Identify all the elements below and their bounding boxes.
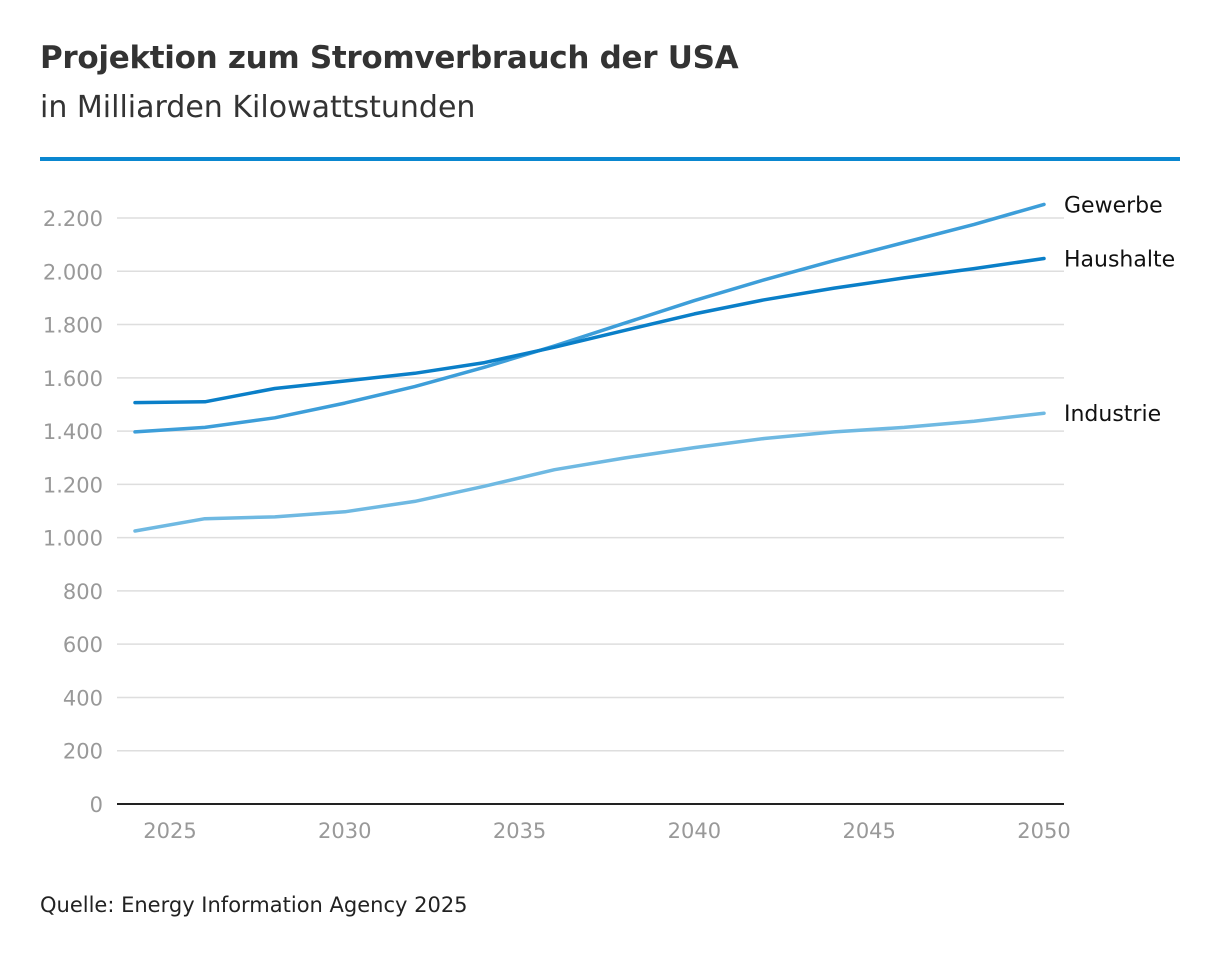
chart-subtitle: in Milliarden Kilowattstunden — [40, 90, 476, 125]
source-note: Quelle: Energy Information Agency 2025 — [40, 893, 468, 917]
y-tick-label: 2.200 — [43, 207, 103, 231]
y-tick-label: 2.000 — [43, 260, 103, 284]
x-tick-label: 2045 — [842, 819, 895, 843]
series-line-industrie — [133, 411, 1046, 533]
x-tick-label: 2050 — [1017, 819, 1070, 843]
series-end-labels: Gewerbe Haushalte Industrie — [1064, 193, 1175, 427]
series-line-haushalte — [133, 256, 1046, 405]
series-lines — [133, 202, 1046, 533]
x-tick-label: 2035 — [493, 819, 546, 843]
y-tick-label: 200 — [63, 740, 103, 764]
x-tick-label: 2030 — [318, 819, 371, 843]
y-tick-label: 800 — [63, 580, 103, 604]
x-tick-label: 2040 — [668, 819, 721, 843]
y-tick-label: 400 — [63, 686, 103, 710]
series-line-gewerbe — [133, 202, 1046, 434]
chart-title: Projektion zum Stromverbrauch der USA — [40, 40, 739, 76]
y-tick-label: 600 — [63, 633, 103, 657]
y-tick-label: 1.200 — [43, 473, 103, 497]
x-tick-label: 2025 — [143, 819, 196, 843]
y-tick-label: 1.600 — [43, 367, 103, 391]
y-tick-label: 1.000 — [43, 527, 103, 551]
series-label-haushalte: Haushalte — [1064, 247, 1175, 272]
y-tick-label: 1.400 — [43, 420, 103, 444]
y-axis-tick-labels: 0 200 400 600 800 1.000 1.200 1.400 1.600 1.800 2.… — [43, 207, 103, 817]
gridlines — [117, 217, 1064, 752]
y-tick-label: 1.800 — [43, 314, 103, 338]
series-label-gewerbe: Gewerbe — [1064, 193, 1163, 218]
x-axis-tick-labels: 2025 2030 2035 2040 2045 2050 — [143, 819, 1070, 843]
series-label-industrie: Industrie — [1064, 402, 1161, 427]
title-divider — [40, 157, 1180, 161]
y-tick-label: 0 — [90, 793, 103, 817]
